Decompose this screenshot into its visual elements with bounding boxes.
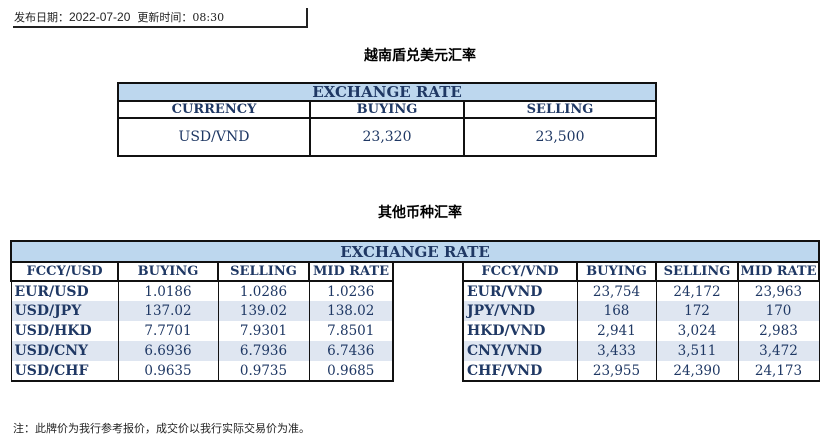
col-header: MID RATE: [737, 261, 820, 282]
col-header: FCCY/VND: [462, 261, 578, 282]
rate-cell: 7.8501: [308, 321, 394, 341]
pair-cell: JPY/VND: [462, 301, 578, 321]
rate-cell: 23,754: [576, 280, 657, 301]
pair-cell: USD/JPY: [10, 301, 119, 321]
col-header: SELLING: [217, 261, 310, 282]
rate-cell: 6.6936: [117, 341, 219, 361]
rate-cell: 3,472: [737, 341, 820, 361]
pair-cell: USD/HKD: [10, 321, 119, 341]
rate-cell: 6.7936: [217, 341, 310, 361]
pair-cell: CHF/VND: [462, 361, 578, 382]
col-header: SELLING: [463, 100, 657, 119]
rate-cell: 7.9301: [217, 321, 310, 341]
publish-date: 2022-07-20: [69, 10, 131, 24]
col-header: SELLING: [655, 261, 739, 282]
date-label: 发布日期：: [14, 11, 69, 24]
spacer: [392, 262, 464, 381]
pair-cell: EUR/VND: [462, 280, 578, 301]
cell: 23,500: [463, 117, 657, 157]
rate-cell: 3,511: [655, 341, 739, 361]
publish-info: 发布日期：2022-07-20 更新时间：08:30: [13, 8, 308, 28]
rate-cell: 0.9635: [117, 361, 219, 382]
rate-cell: 6.7436: [308, 341, 394, 361]
table-row: USD/CHF 0.9635 0.9735 0.9685 CHF/VND 23,955 24…: [10, 361, 820, 382]
footnote: 注：此牌价为我行参考报价，成交价以我行实际交易价为准。: [13, 422, 310, 435]
cell: 23,320: [309, 117, 465, 157]
col-header: BUYING: [309, 100, 465, 119]
rate-cell: 24,390: [655, 361, 739, 382]
cell: USD/VND: [117, 117, 311, 157]
rate-cell: 2,983: [737, 321, 820, 341]
pair-cell: CNY/VND: [462, 341, 578, 361]
rate-cell: 0.9735: [217, 361, 310, 382]
rate-cell: 1.0186: [117, 280, 219, 301]
rate-cell: 24,172: [655, 280, 739, 301]
table-row: USD/HKD 7.7701 7.9301 7.8501 HKD/VND 2,941 3,0…: [10, 321, 820, 341]
rate-cell: 24,173: [737, 361, 820, 382]
band-header: EXCHANGE RATE: [117, 82, 657, 102]
pair-cell: USD/CNY: [10, 341, 119, 361]
table-row: EUR/USD 1.0186 1.0286 1.0236 EUR/VND 23,754 24…: [10, 280, 820, 301]
rate-cell: 2,941: [576, 321, 657, 341]
rate-cell: 7.7701: [117, 321, 219, 341]
rate-cell: 139.02: [217, 301, 310, 321]
table-row: USD/JPY 137.02 139.02 138.02 JPY/VND 168 172 17…: [10, 301, 820, 321]
rate-cell: 23,963: [737, 280, 820, 301]
others-title: 其他币种汇率: [378, 205, 462, 221]
band-header: EXCHANGE RATE: [10, 240, 820, 263]
rate-cell: 23,955: [576, 361, 657, 382]
rate-cell: 172: [655, 301, 739, 321]
rate-cell: 3,433: [576, 341, 657, 361]
col-header: BUYING: [576, 261, 657, 282]
rate-cell: 1.0286: [217, 280, 310, 301]
rate-cell: 170: [737, 301, 820, 321]
rate-cell: 1.0236: [308, 280, 394, 301]
pair-cell: HKD/VND: [462, 321, 578, 341]
other-rates-table: EXCHANGE RATE FCCY/USD BUYING SELLING MID R…: [10, 240, 820, 382]
col-header: FCCY/USD: [10, 261, 119, 282]
rate-cell: 137.02: [117, 301, 219, 321]
col-header: MID RATE: [308, 261, 394, 282]
table-row: USD/CNY 6.6936 6.7936 6.7436 CNY/VND 3,433 3,5…: [10, 341, 820, 361]
pair-cell: USD/CHF: [10, 361, 119, 382]
time-label: 更新时间：: [137, 11, 193, 24]
rate-cell: 168: [576, 301, 657, 321]
update-time: 08:30: [192, 11, 225, 24]
rate-cell: 3,024: [655, 321, 739, 341]
rate-cell: 138.02: [308, 301, 394, 321]
usd-vnd-table: EXCHANGE RATE CURRENCY BUYING SELLING USD/…: [117, 82, 657, 157]
col-header: CURRENCY: [117, 100, 311, 119]
pair-cell: EUR/USD: [10, 280, 119, 301]
usd-vnd-title: 越南盾兑美元汇率: [364, 48, 476, 64]
rate-cell: 0.9685: [308, 361, 394, 382]
col-header: BUYING: [117, 261, 219, 282]
